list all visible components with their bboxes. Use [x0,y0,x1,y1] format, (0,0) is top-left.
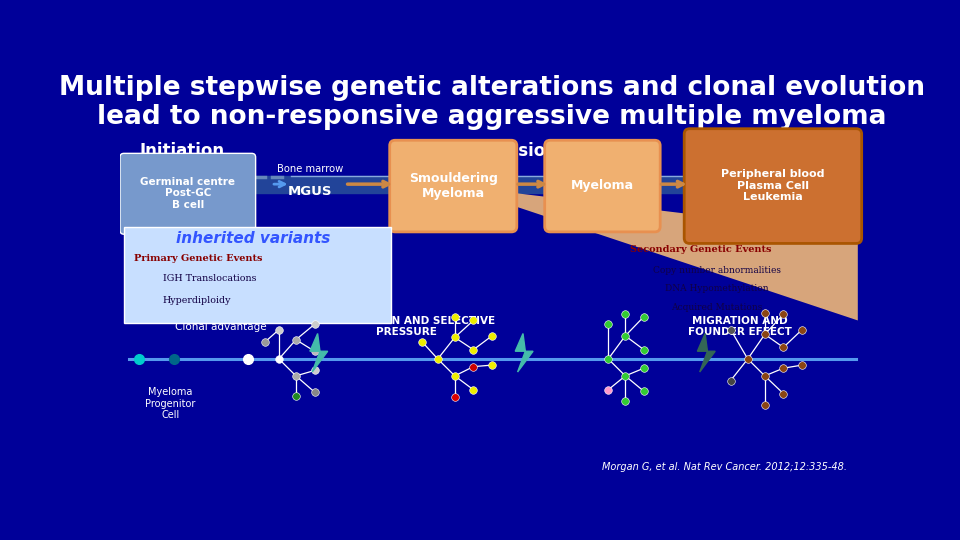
Text: IGH Translocations: IGH Translocations [162,274,256,284]
Text: Copy number abnormalities: Copy number abnormalities [653,266,780,275]
Text: Progression: Progression [445,142,558,160]
Text: Clonal advantage: Clonal advantage [175,322,267,332]
Text: MIGRATION AND
FOUNDER EFFECT: MIGRATION AND FOUNDER EFFECT [688,316,792,338]
Text: inherited variants: inherited variants [176,231,330,246]
Text: Hyperdiploidy: Hyperdiploidy [162,296,231,305]
Text: lead to non-responsive aggressive multiple myeloma: lead to non-responsive aggressive multip… [97,104,887,130]
Text: Morgan G, et al. Nat Rev Cancer. 2012;12:335-48.: Morgan G, et al. Nat Rev Cancer. 2012;12… [602,462,847,472]
Bar [124,176,860,193]
Polygon shape [697,334,715,372]
FancyBboxPatch shape [120,153,255,234]
Bar [124,226,392,323]
Polygon shape [516,334,533,372]
Text: Acquired Mutations: Acquired Mutations [671,303,762,312]
Text: Multiple stepwise genetic alterations and clonal evolution: Multiple stepwise genetic alterations an… [59,75,925,101]
Text: MGUS: MGUS [288,185,332,198]
Polygon shape [310,334,327,372]
Text: Germinal centre
Post-GC
B cell: Germinal centre Post-GC B cell [140,177,235,210]
Text: Primary Genetic Events: Primary Genetic Events [134,254,262,264]
Text: Peripheral blood
Plasma Cell
Leukemia: Peripheral blood Plasma Cell Leukemia [721,169,825,202]
FancyBboxPatch shape [544,140,660,232]
FancyBboxPatch shape [684,129,862,244]
Text: Myeloma: Myeloma [571,179,634,192]
Polygon shape [453,186,858,320]
Text: DNA Hypomethylation: DNA Hypomethylation [665,285,769,293]
Text: Myeloma
Progenitor
Cell: Myeloma Progenitor Cell [145,387,196,420]
Text: Bone marrow: Bone marrow [276,164,343,174]
FancyBboxPatch shape [390,140,516,232]
Text: Secondary Genetic Events: Secondary Genetic Events [631,245,772,254]
Text: Smouldering
Myeloma: Smouldering Myeloma [409,172,497,200]
Text: Initiation: Initiation [139,142,225,160]
Text: COMPETITION AND SELECTIVE
PRESSURE: COMPETITION AND SELECTIVE PRESSURE [319,316,494,338]
